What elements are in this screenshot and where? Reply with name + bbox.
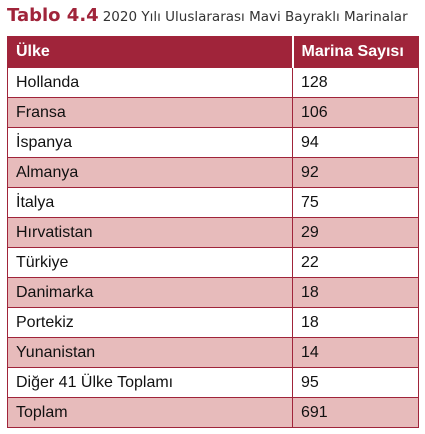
marina-count-cell: 29 bbox=[292, 217, 419, 248]
marina-count-cell: 75 bbox=[292, 187, 419, 218]
country-cell: İtalya bbox=[7, 187, 293, 218]
marina-count-cell: 95 bbox=[292, 367, 419, 398]
marina-count-cell: 128 bbox=[292, 67, 419, 98]
marina-count-cell: 691 bbox=[292, 397, 419, 428]
country-cell: Hollanda bbox=[7, 67, 293, 98]
country-cell: Portekiz bbox=[7, 307, 293, 338]
table-row: Hollanda 128 bbox=[7, 67, 419, 98]
marina-count-cell: 22 bbox=[292, 247, 419, 278]
table-row: Toplam 691 bbox=[7, 397, 419, 428]
table-row: Fransa 106 bbox=[7, 97, 419, 128]
table-body: Hollanda 128 Fransa 106 İspanya 94 Almanya 92 İt… bbox=[7, 67, 419, 428]
country-cell: Danimarka bbox=[7, 277, 293, 308]
marina-count-cell: 92 bbox=[292, 157, 419, 188]
marina-count-cell: 106 bbox=[292, 97, 419, 128]
country-cell: İspanya bbox=[7, 127, 293, 158]
table-row: Hırvatistan 29 bbox=[7, 217, 419, 248]
table-row: Türkiye 22 bbox=[7, 247, 419, 278]
table-caption: Tablo 4.4 2020 Yılı Uluslararası Mavi Bay… bbox=[7, 4, 408, 29]
marina-table: Ülke Marina Sayısı Hollanda 128 Fransa 106 İ… bbox=[7, 36, 419, 428]
country-cell: Yunanistan bbox=[7, 337, 293, 368]
header-row: Ülke Marina Sayısı bbox=[7, 36, 419, 68]
marina-count-cell: 18 bbox=[292, 307, 419, 338]
table-number: Tablo 4.4 bbox=[7, 5, 99, 26]
table-row: İtalya 75 bbox=[7, 187, 419, 218]
table-row: Danimarka 18 bbox=[7, 277, 419, 308]
column-header-country: Ülke bbox=[7, 36, 294, 68]
country-cell: Toplam bbox=[7, 397, 293, 428]
marina-count-cell: 94 bbox=[292, 127, 419, 158]
table-row: Diğer 41 Ülke Toplamı 95 bbox=[7, 367, 419, 398]
country-cell: Hırvatistan bbox=[7, 217, 293, 248]
table-row: Almanya 92 bbox=[7, 157, 419, 188]
marina-count-cell: 18 bbox=[292, 277, 419, 308]
country-cell: Fransa bbox=[7, 97, 293, 128]
country-cell: Diğer 41 Ülke Toplamı bbox=[7, 367, 293, 398]
table-row: Portekiz 18 bbox=[7, 307, 419, 338]
table-row: Yunanistan 14 bbox=[7, 337, 419, 368]
table-title: 2020 Yılı Uluslararası Mavi Bayraklı Mar… bbox=[102, 9, 408, 25]
marina-count-cell: 14 bbox=[292, 337, 419, 368]
table-row: İspanya 94 bbox=[7, 127, 419, 158]
country-cell: Türkiye bbox=[7, 247, 293, 278]
column-header-marina-count: Marina Sayısı bbox=[292, 36, 419, 68]
country-cell: Almanya bbox=[7, 157, 293, 188]
